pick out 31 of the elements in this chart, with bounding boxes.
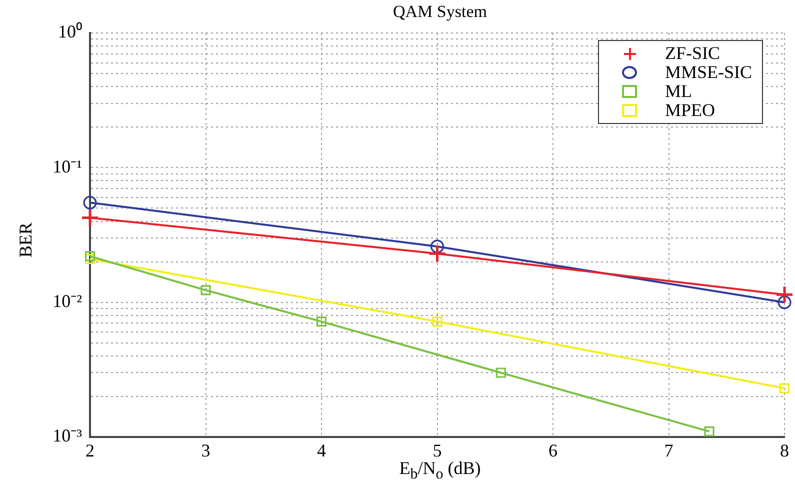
x-axis-title: E$_{b}$/N$_{o}$ (dB)	[399, 458, 481, 484]
point	[83, 196, 97, 210]
x-tick-label: 4	[317, 440, 326, 461]
x-tick-label: 2	[86, 440, 94, 461]
point	[316, 316, 327, 327]
point	[80, 208, 100, 227]
point	[779, 383, 790, 394]
y-tick-label: 10⁻¹	[52, 156, 82, 176]
x-tick-label: 5	[432, 440, 442, 461]
point	[200, 285, 211, 296]
point	[496, 368, 506, 378]
point	[430, 240, 444, 254]
legend-label: ZF-SIC	[664, 43, 720, 63]
point	[428, 244, 446, 263]
point	[704, 426, 714, 436]
chart-title: QAM System	[393, 2, 487, 22]
point	[84, 251, 96, 262]
x-tick-label: 7	[664, 440, 674, 461]
y-axis-title: BER	[16, 222, 36, 258]
legend-label: MMSE-SIC	[664, 62, 752, 82]
legend-label: MPEO	[664, 100, 715, 120]
point	[432, 316, 442, 327]
x-tick-label: 6	[548, 440, 558, 461]
x-tick-label: 3	[201, 440, 210, 461]
y-tick-label: 10⁻³	[52, 426, 83, 446]
y-tick-label: 10⁻²	[52, 291, 82, 312]
x-tick-label: 8	[780, 440, 789, 461]
point	[775, 285, 794, 304]
legend-label: ML	[664, 81, 692, 101]
point	[778, 296, 792, 310]
y-tick-label: 10⁰	[58, 22, 82, 42]
